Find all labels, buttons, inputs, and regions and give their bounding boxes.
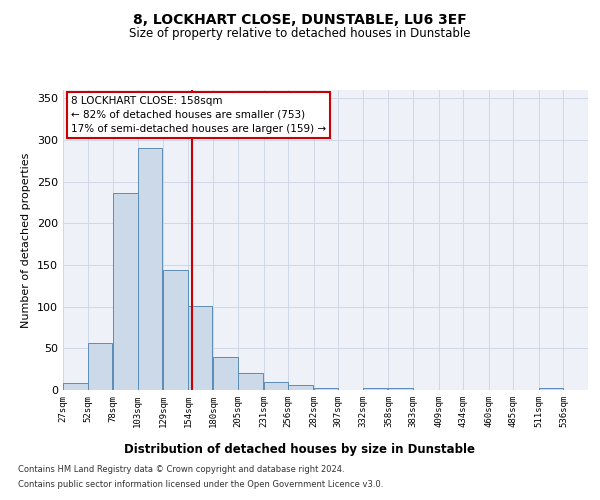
Bar [163,270,188,390]
Bar [539,388,563,390]
Text: Size of property relative to detached houses in Dunstable: Size of property relative to detached ho… [129,28,471,40]
Bar [363,388,388,390]
Text: Contains HM Land Registry data © Crown copyright and database right 2024.: Contains HM Land Registry data © Crown c… [18,465,344,474]
Bar [263,382,288,390]
Bar [113,192,138,390]
Bar [88,342,112,390]
Bar [238,374,263,390]
Text: Contains public sector information licensed under the Open Government Licence v3: Contains public sector information licen… [18,480,383,489]
Bar [314,388,338,390]
Bar [388,388,413,390]
Bar [288,385,313,390]
Text: 8, LOCKHART CLOSE, DUNSTABLE, LU6 3EF: 8, LOCKHART CLOSE, DUNSTABLE, LU6 3EF [133,12,467,26]
Text: 8 LOCKHART CLOSE: 158sqm
← 82% of detached houses are smaller (753)
17% of semi-: 8 LOCKHART CLOSE: 158sqm ← 82% of detach… [71,96,326,134]
Bar [188,306,212,390]
Bar [214,356,238,390]
Y-axis label: Number of detached properties: Number of detached properties [22,152,31,328]
Bar [63,384,88,390]
Text: Distribution of detached houses by size in Dunstable: Distribution of detached houses by size … [125,442,476,456]
Bar [138,148,162,390]
